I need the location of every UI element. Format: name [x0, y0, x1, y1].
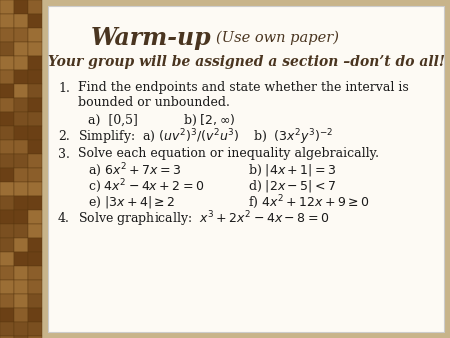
Bar	[0, 196, 14, 210]
Bar	[28, 168, 42, 182]
Text: d) $|2x - 5| < 7$: d) $|2x - 5| < 7$	[248, 178, 336, 194]
Bar	[0, 280, 14, 294]
Bar	[14, 70, 28, 84]
Text: Solve each equation or inequality algebraically.: Solve each equation or inequality algebr…	[78, 147, 379, 161]
Bar	[0, 84, 14, 98]
Bar	[0, 56, 14, 70]
Text: b) $|4x + 1| = 3$: b) $|4x + 1| = 3$	[248, 162, 336, 178]
Bar	[14, 266, 28, 280]
Text: bounded or unbounded.: bounded or unbounded.	[78, 97, 230, 110]
Bar	[0, 294, 14, 308]
Bar	[28, 140, 42, 154]
Bar	[0, 28, 14, 42]
Bar	[0, 182, 14, 196]
Bar	[14, 322, 28, 336]
Bar	[0, 336, 14, 338]
Bar	[14, 56, 28, 70]
Bar	[0, 42, 14, 56]
Bar	[0, 308, 14, 322]
Bar	[0, 224, 14, 238]
Text: b) $[2,\infty)$: b) $[2,\infty)$	[183, 113, 235, 127]
Bar	[0, 252, 14, 266]
Bar	[14, 182, 28, 196]
Bar	[28, 280, 42, 294]
Text: e) $|3x + 4| \geq 2$: e) $|3x + 4| \geq 2$	[88, 194, 176, 210]
Bar	[28, 322, 42, 336]
Bar	[0, 322, 14, 336]
Text: a) $6x^2 + 7x = 3$: a) $6x^2 + 7x = 3$	[88, 161, 181, 179]
Bar	[14, 224, 28, 238]
Bar	[28, 42, 42, 56]
Bar	[0, 70, 14, 84]
Bar	[28, 224, 42, 238]
Text: b)  $(3x^2y^3)^{-2}$: b) $(3x^2y^3)^{-2}$	[253, 127, 333, 147]
Bar	[14, 0, 28, 14]
Bar	[14, 280, 28, 294]
Bar	[28, 210, 42, 224]
Bar	[28, 266, 42, 280]
Text: Warm-up: Warm-up	[90, 26, 211, 50]
Text: c) $4x^2 - 4x + 2 = 0$: c) $4x^2 - 4x + 2 = 0$	[88, 177, 204, 195]
Bar	[14, 196, 28, 210]
Bar	[28, 28, 42, 42]
Bar	[28, 154, 42, 168]
Bar	[28, 182, 42, 196]
Bar	[28, 0, 42, 14]
Bar	[0, 14, 14, 28]
Bar	[14, 210, 28, 224]
Bar	[14, 28, 28, 42]
Bar	[14, 84, 28, 98]
Bar	[14, 308, 28, 322]
Bar	[0, 210, 14, 224]
Bar	[0, 126, 14, 140]
Text: 4.: 4.	[58, 213, 70, 225]
Text: Your group will be assigned a section –don’t do all!: Your group will be assigned a section –d…	[48, 55, 445, 69]
Text: 2.: 2.	[58, 130, 70, 144]
Text: Find the endpoints and state whether the interval is: Find the endpoints and state whether the…	[78, 81, 409, 95]
Bar	[28, 336, 42, 338]
Bar	[28, 196, 42, 210]
Bar	[14, 238, 28, 252]
Text: 3.: 3.	[58, 147, 70, 161]
Text: 1.: 1.	[58, 81, 70, 95]
Bar	[0, 168, 14, 182]
Bar	[28, 294, 42, 308]
Bar	[14, 252, 28, 266]
Bar	[14, 140, 28, 154]
Bar	[14, 98, 28, 112]
Bar	[28, 112, 42, 126]
Bar	[0, 154, 14, 168]
Bar	[28, 238, 42, 252]
Bar	[28, 56, 42, 70]
Bar	[0, 238, 14, 252]
Bar	[0, 112, 14, 126]
Text: Simplify:  a) $(uv^2)^3/(v^2u^3)$: Simplify: a) $(uv^2)^3/(v^2u^3)$	[78, 127, 239, 147]
Text: a)  [0,5]: a) [0,5]	[88, 114, 138, 126]
Bar	[28, 308, 42, 322]
Bar	[14, 168, 28, 182]
FancyBboxPatch shape	[48, 6, 444, 332]
Bar	[0, 266, 14, 280]
Bar	[0, 140, 14, 154]
Bar	[14, 154, 28, 168]
Bar	[14, 126, 28, 140]
Bar	[14, 112, 28, 126]
Bar	[0, 98, 14, 112]
Bar	[28, 126, 42, 140]
Bar	[14, 14, 28, 28]
Text: Solve graphically:  $x^3 + 2x^2 - 4x - 8 = 0$: Solve graphically: $x^3 + 2x^2 - 4x - 8 …	[78, 209, 329, 229]
Bar	[28, 84, 42, 98]
Text: (Use own paper): (Use own paper)	[216, 31, 339, 45]
Bar	[14, 42, 28, 56]
Bar	[14, 294, 28, 308]
Bar	[28, 70, 42, 84]
Bar	[0, 0, 14, 14]
Bar	[14, 336, 28, 338]
Bar	[28, 98, 42, 112]
Bar	[28, 14, 42, 28]
Text: f) $4x^2 + 12x + 9 \geq 0$: f) $4x^2 + 12x + 9 \geq 0$	[248, 193, 370, 211]
Bar	[28, 252, 42, 266]
